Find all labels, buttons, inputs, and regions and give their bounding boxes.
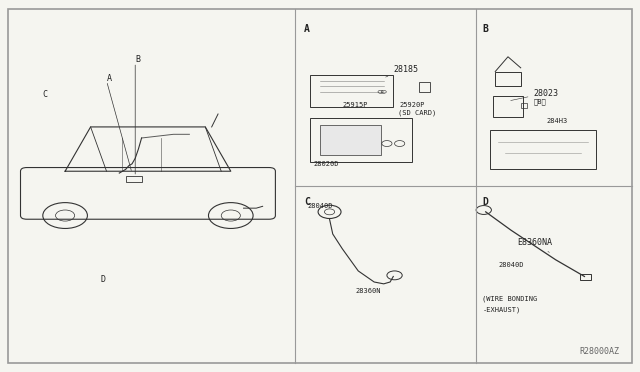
Text: 28185: 28185	[386, 64, 419, 77]
Text: R28000AZ: R28000AZ	[579, 347, 620, 356]
Bar	[495, 71, 521, 86]
Text: E8360NA: E8360NA	[518, 238, 552, 253]
Text: 28020D: 28020D	[314, 161, 339, 167]
Text: D: D	[483, 197, 488, 207]
Text: 〈B〉: 〈B〉	[534, 98, 546, 105]
Text: 28040D: 28040D	[499, 262, 524, 268]
Text: 28360N: 28360N	[355, 288, 381, 294]
Text: 25920P: 25920P	[399, 102, 425, 108]
Text: (WIRE BONDING: (WIRE BONDING	[483, 295, 538, 302]
Text: 25915P: 25915P	[342, 102, 368, 108]
Text: (SD CARD): (SD CARD)	[398, 109, 436, 115]
Bar	[320, 125, 381, 155]
Text: C: C	[43, 90, 48, 99]
Bar	[580, 273, 591, 280]
Text: 284H3: 284H3	[546, 118, 568, 124]
Bar	[521, 103, 527, 109]
Text: C: C	[304, 197, 310, 207]
Text: 28040D: 28040D	[307, 203, 333, 209]
Bar	[125, 176, 141, 182]
Text: 28023: 28023	[511, 89, 559, 100]
Text: -EXHAUST): -EXHAUST)	[483, 307, 521, 313]
Bar	[419, 81, 430, 92]
Text: A: A	[304, 23, 310, 33]
Text: B: B	[483, 23, 488, 33]
Text: B: B	[135, 55, 140, 64]
Text: D: D	[100, 275, 105, 284]
Text: A: A	[106, 74, 111, 83]
